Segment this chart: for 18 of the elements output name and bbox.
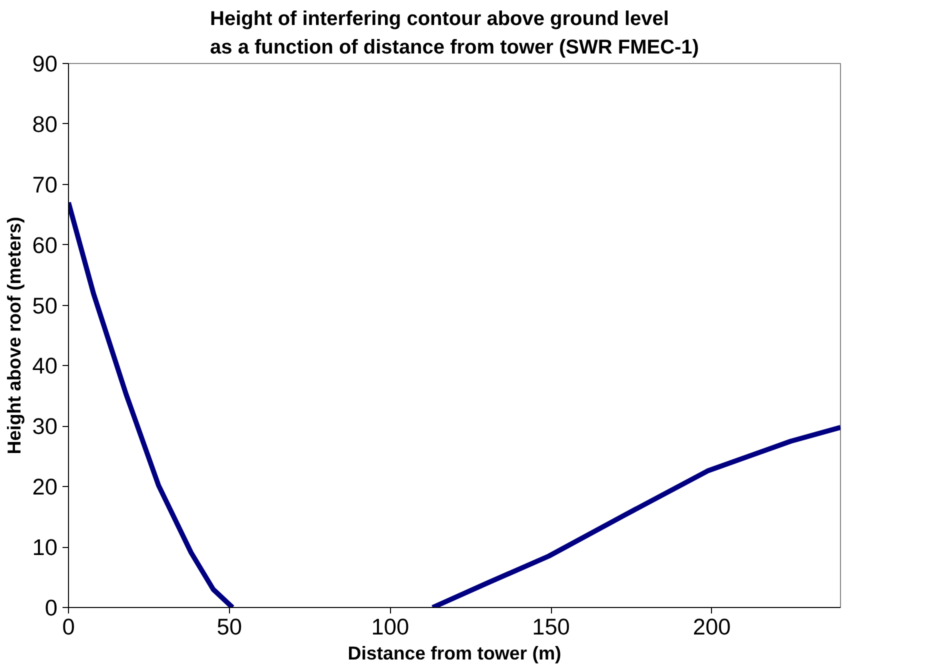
y-tick-label: 30 — [32, 413, 58, 440]
y-axis-title: Height above roof (meters) — [3, 216, 24, 454]
y-tick-label: 40 — [32, 352, 58, 379]
y-tick-label: 60 — [32, 232, 58, 258]
x-tick-label: 0 — [62, 614, 75, 640]
x-tick-label: 150 — [532, 614, 570, 640]
y-tick-label: 10 — [32, 534, 58, 560]
x-tick-label: 100 — [371, 614, 410, 640]
y-tick-label: 0 — [44, 594, 58, 620]
x-axis-title: Distance from tower (m) — [348, 642, 562, 664]
y-tick-label: 80 — [32, 110, 58, 137]
y-tick-label: 50 — [32, 292, 58, 318]
chart-title: Height of interfering contour above ground level as a function of distance from tower (SWR FMEC-1) — [210, 8, 699, 58]
y-tick-label: 20 — [32, 474, 58, 500]
x-tick-label: 50 — [216, 614, 242, 640]
y-tick-label: 70 — [32, 171, 58, 198]
y-tick-label: 90 — [32, 50, 58, 76]
x-tick-label: 200 — [692, 614, 731, 640]
